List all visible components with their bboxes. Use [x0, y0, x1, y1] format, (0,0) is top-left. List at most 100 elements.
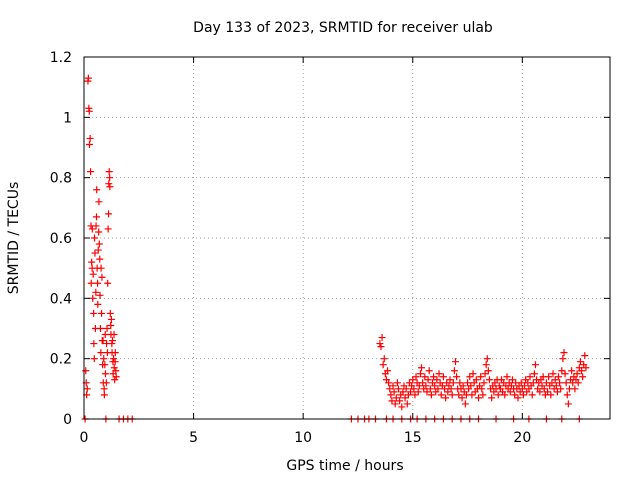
data-point: [468, 391, 476, 399]
data-point: [403, 400, 411, 408]
data-point: [439, 373, 447, 381]
data-point: [419, 379, 427, 387]
data-point: [563, 391, 571, 399]
data-point: [449, 379, 457, 387]
data-point: [582, 364, 590, 372]
data-point: [111, 376, 119, 384]
data-point: [479, 391, 487, 399]
y-tick-label: 0.8: [50, 171, 72, 187]
data-point: [477, 373, 485, 381]
data-point: [530, 370, 538, 378]
data-point: [562, 379, 570, 387]
data-point: [461, 400, 469, 408]
data-point: [573, 370, 581, 378]
data-point: [475, 394, 482, 402]
data-point: [441, 385, 449, 393]
data-point: [426, 385, 434, 393]
data-point: [418, 364, 426, 372]
data-point: [579, 373, 587, 381]
y-tick-label: 0.6: [50, 231, 72, 247]
data-point: [106, 183, 114, 191]
x-axis-label: GPS time / hours: [286, 458, 403, 474]
data-point: [478, 385, 486, 393]
data-point: [91, 234, 99, 242]
data-point: [85, 140, 93, 148]
data-point: [544, 388, 552, 396]
data-point: [430, 373, 438, 381]
data-point: [402, 385, 410, 393]
data-point: [564, 400, 572, 408]
data-point: [464, 379, 472, 387]
data-point: [108, 340, 116, 348]
data-point: [407, 388, 415, 396]
data-point: [466, 373, 474, 381]
data-point: [456, 379, 464, 387]
data-point: [545, 373, 553, 381]
x-tick-label: 0: [80, 430, 89, 446]
data-point: [399, 388, 407, 396]
data-point: [434, 385, 442, 393]
grid: [84, 57, 610, 419]
data-point: [85, 107, 93, 115]
data-point: [517, 379, 525, 387]
data-point: [101, 361, 109, 369]
data-point: [536, 388, 544, 396]
data-point: [427, 391, 435, 399]
y-tick-label: 0.2: [50, 352, 72, 368]
data-point: [99, 337, 107, 345]
data-point: [503, 373, 511, 381]
data-point: [388, 397, 396, 405]
data-point: [100, 391, 108, 399]
data-point: [568, 367, 576, 375]
data-point: [528, 391, 536, 399]
data-point: [401, 394, 409, 402]
data-point: [422, 382, 430, 390]
data-point: [425, 367, 433, 375]
data-point: [514, 394, 522, 402]
data-point: [95, 240, 103, 248]
data-point: [101, 370, 109, 378]
data-point: [105, 210, 113, 218]
data-point: [97, 264, 105, 272]
data-point: [379, 361, 387, 369]
data-point: [111, 349, 119, 357]
data-point: [483, 355, 491, 363]
data-point: [519, 391, 527, 399]
data-point: [86, 134, 94, 142]
data-point: [484, 367, 492, 375]
data-point: [548, 379, 556, 387]
data-point: [455, 391, 463, 399]
axis-ticks: [83, 56, 610, 420]
data-point: [100, 385, 108, 393]
data-point: [511, 391, 519, 399]
data-point: [395, 385, 403, 393]
data-point: [561, 370, 569, 378]
data-point: [472, 376, 480, 384]
data-point: [110, 364, 118, 372]
data-point: [89, 294, 97, 302]
data-point: [421, 373, 429, 381]
data-point: [433, 376, 441, 384]
y-axis-label: SRMTID / TECUs: [6, 182, 22, 295]
data-point: [554, 373, 562, 381]
data-point: [107, 321, 115, 329]
data-point: [104, 225, 112, 233]
data-point: [82, 367, 90, 375]
data-point: [459, 382, 467, 390]
y-tick-label: 1.2: [50, 50, 72, 66]
y-tick-label: 1: [63, 110, 72, 126]
data-point: [98, 273, 106, 281]
data-point: [88, 258, 96, 266]
data-point: [385, 379, 393, 387]
data-point: [96, 325, 104, 332]
data-point: [398, 403, 406, 411]
data-point: [501, 391, 509, 399]
x-tick-label: 10: [294, 430, 312, 446]
data-point: [574, 379, 582, 387]
data-point: [92, 222, 100, 230]
data-point: [377, 343, 385, 351]
x-tick-labels: 0 5 10 15 20: [80, 430, 532, 446]
data-point: [110, 355, 118, 363]
